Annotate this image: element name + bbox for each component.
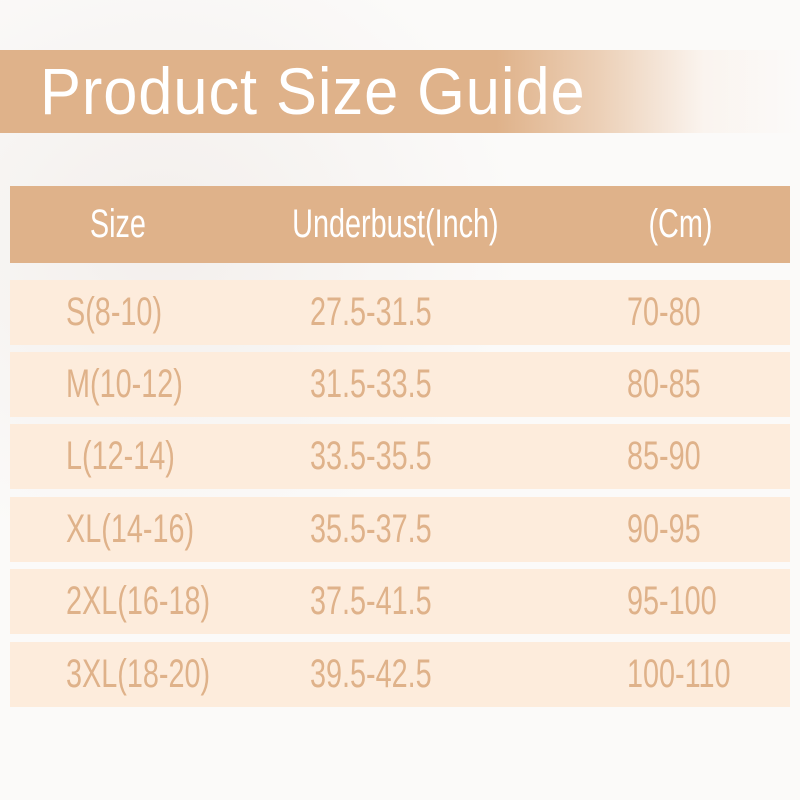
header-cm-label: (Cm): [648, 202, 712, 246]
header-size-label: Size: [89, 202, 146, 246]
table-row: 2XL(16-18) 37.5-41.5 95-100: [10, 569, 790, 634]
cell-text: 27.5-31.5: [310, 290, 432, 334]
cell-text: 35.5-37.5: [310, 507, 432, 551]
page-title: Product Size Guide: [40, 54, 586, 128]
size-cell: L(12-14): [66, 424, 217, 489]
table-header: Size Underbust(Inch) (Cm): [10, 186, 790, 263]
cell-text: 80-85: [627, 362, 701, 406]
cell-text: 95-100: [627, 579, 717, 623]
cell-text: 31.5-33.5: [310, 362, 432, 406]
underbust-inch-cell: 31.5-33.5: [310, 352, 479, 417]
cell-text: 3XL(18-20): [66, 652, 211, 696]
cell-text: 2XL(16-18): [66, 579, 211, 623]
cell-text: 37.5-41.5: [310, 579, 432, 623]
table-row: XL(14-16) 35.5-37.5 90-95: [10, 497, 790, 562]
cm-cell: 95-100: [627, 569, 752, 634]
cell-text: 85-90: [627, 434, 701, 478]
cm-cell: 100-110: [627, 642, 771, 707]
cm-cell: 80-85: [627, 352, 729, 417]
header-cm: (Cm): [570, 186, 790, 263]
cell-text: 39.5-42.5: [310, 652, 432, 696]
cell-text: 100-110: [627, 652, 731, 696]
header-underbust-label: Underbust(Inch): [291, 202, 499, 246]
cm-cell: 90-95: [627, 497, 729, 562]
underbust-inch-cell: 37.5-41.5: [310, 569, 479, 634]
cell-text: 90-95: [627, 507, 701, 551]
underbust-inch-cell: 35.5-37.5: [310, 497, 479, 562]
table-row: S(8-10) 27.5-31.5 70-80: [10, 280, 790, 345]
cm-cell: 85-90: [627, 424, 729, 489]
cell-text: 70-80: [627, 290, 701, 334]
size-cell: S(8-10): [66, 280, 199, 345]
size-cell: 2XL(16-18): [66, 569, 266, 634]
size-cell: 3XL(18-20): [66, 642, 266, 707]
cell-text: L(12-14): [66, 434, 175, 478]
size-cell: XL(14-16): [66, 497, 244, 562]
cell-text: 33.5-35.5: [310, 434, 432, 478]
table-row: M(10-12) 31.5-33.5 80-85: [10, 352, 790, 417]
table-row: 3XL(18-20) 39.5-42.5 100-110: [10, 642, 790, 707]
title-banner: [0, 50, 800, 133]
header-underbust-inch: Underbust(Inch): [255, 186, 535, 263]
header-size: Size: [10, 186, 225, 263]
cm-cell: 70-80: [627, 280, 729, 345]
cell-text: XL(14-16): [66, 507, 195, 551]
cell-text: M(10-12): [66, 362, 183, 406]
cell-text: S(8-10): [66, 290, 163, 334]
size-cell: M(10-12): [66, 352, 228, 417]
underbust-inch-cell: 39.5-42.5: [310, 642, 479, 707]
underbust-inch-cell: 33.5-35.5: [310, 424, 479, 489]
underbust-inch-cell: 27.5-31.5: [310, 280, 479, 345]
table-row: L(12-14) 33.5-35.5 85-90: [10, 424, 790, 489]
